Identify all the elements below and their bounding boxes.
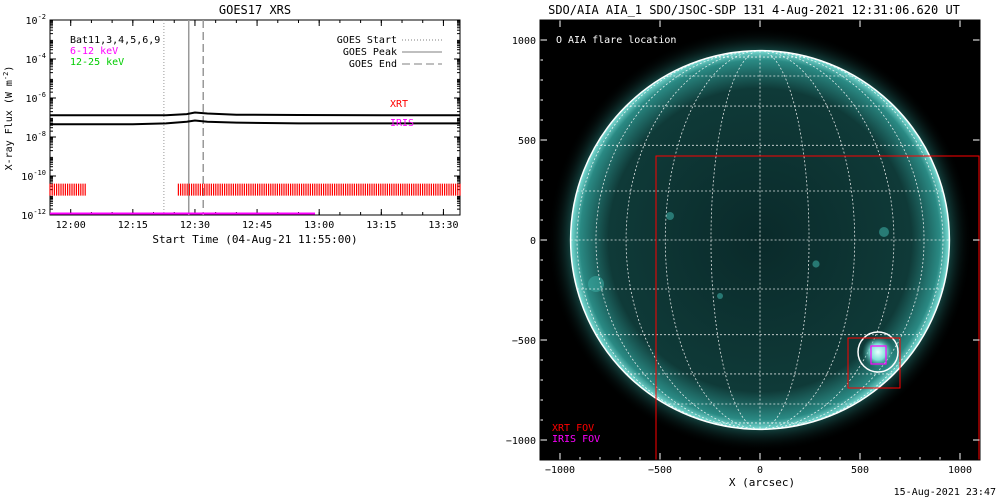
goes-x-tick-label: 12:15 [118,220,148,231]
aia-plot-content [547,27,980,460]
goes-x-tick-label: 13:00 [304,220,334,231]
goes-y-tick-label: 10-12 [21,208,46,222]
aia-bright-region [717,293,723,299]
goes-y-tick-label: 10-8 [26,130,46,144]
goes-y-tick-exponent: -4 [38,52,46,60]
goes-chart-title: GOES17 XRS [219,3,291,17]
goes-legend-right-item: GOES Peak [343,47,397,58]
aia-bright-region [879,227,889,237]
goes-x-tick-label: 12:30 [180,220,210,231]
aia-solar-disk [570,50,950,430]
goes-x-tick-label: 13:30 [428,220,458,231]
aia-longitude-line [576,50,761,430]
goes-series-long [50,111,460,117]
goes-x-tick-label: 12:45 [242,220,272,231]
aia-x-tick-label: 1000 [948,465,972,476]
aia-longitude-line [759,50,810,430]
goes-y-tick-exponent: -10 [33,169,46,177]
goes-y-axis-label-sup: -2 [2,72,10,80]
goes-legend-right-item: GOES Start [337,35,397,46]
aia-longitude-line [759,50,944,430]
goes-y-tick-label: 10-4 [26,52,46,66]
goes-y-tick-exponent: -8 [38,130,46,138]
aia-y-tick-label: 0 [530,236,536,247]
goes-instrument-label: IRIS [390,118,414,129]
goes-y-axis-label-close: ) [4,66,15,72]
goes-y-tick-exponent: -12 [33,208,46,216]
aia-longitude-line [625,50,761,430]
aia-longitude-line [664,50,761,430]
aia-xrt-fov-box [655,155,980,460]
aia-longitude-line [759,50,895,430]
goes-legend-left-item: Bat11,3,4,5,6,9 [70,35,160,46]
aia-iris-fov-label: IRIS FOV [552,434,600,445]
goes-x-tick-label: 12:00 [56,220,86,231]
goes-xrs-chart: GOES17 XRS 12:00 12:15 12:30 12:45 13:00 13:1… [2,3,461,246]
footer-timestamp: 15-Aug-2021 23:47 [893,487,996,498]
goes-y-tick-base: 10 [21,211,33,222]
goes-y-tick-exponent: -2 [38,13,46,21]
goes-x-tick-label: 13:15 [366,220,396,231]
aia-flare-circle [857,331,899,373]
aia-plot-frame [539,19,981,461]
aia-x-tick-label: −1000 [545,465,575,476]
aia-longitude-line [710,50,761,430]
aia-y-tick-label: −500 [512,336,536,347]
goes-y-tick-label: 10-6 [26,91,46,105]
aia-longitude-line [595,50,761,430]
aia-bright-region [666,212,674,220]
goes-instrument-label: XRT [390,99,408,110]
aia-x-tick-label: 0 [757,465,763,476]
aia-chart-title: SDO/AIA AIA_1 SDO/JSOC-SDP 131 4-Aug-202… [548,3,960,17]
goes-legend-left-item: 6-12 keV [70,46,118,57]
aia-bright-region [812,260,820,268]
goes-plot-content: 12:00 12:15 12:30 12:45 13:00 13:15 13:3010-12… [21,13,461,231]
goes-x-axis-label: Start Time (04-Aug-21 11:55:00) [152,233,357,246]
aia-x-tick-label: 500 [851,465,869,476]
aia-iris-fov-box [870,345,887,365]
aia-x-tick-label: −500 [648,465,672,476]
aia-plot-background [540,20,980,460]
goes-legend-left-item: 12-25 keV [70,57,124,68]
goes-y-tick-base: 10 [21,172,33,183]
goes-legend-right-item: GOES End [349,59,397,70]
goes-y-tick-base: 10 [26,133,38,144]
aia-solar-limb [569,49,951,431]
goes-y-tick-exponent: -6 [38,91,46,99]
aia-longitude-line [759,50,856,430]
aia-y-tick-label: 1000 [512,36,536,47]
aia-axes: −1000 −500 0 500 1000 −1000 −500 0 500 1000 [506,20,980,476]
aia-legend-flare-location: O AIA flare location [556,35,676,46]
aia-flare-glow [862,336,894,368]
goes-y-tick-label: 10-2 [26,13,46,27]
goes-series-short [50,119,460,126]
aia-xrt-small-fov-box [847,337,901,389]
goes-y-tick-base: 10 [26,55,38,66]
aia-longitude-line [759,50,925,430]
goes-y-axis-label: X-ray Flux (W m-2) [2,66,15,171]
aia-x-axis-label: X (arcsec) [729,476,795,489]
aia-y-tick-label: −1000 [506,436,536,447]
goes-y-tick-label: 10-10 [21,169,46,183]
aia-xrt-fov-label: XRT FOV [552,423,594,434]
aia-corona [547,27,973,453]
goes-y-tick-base: 10 [26,94,38,105]
aia-y-tick-label: 500 [518,136,536,147]
goes-y-axis-label-main: X-ray Flux (W m [4,80,15,170]
goes-plot-area [49,19,461,216]
aia-bright-region [588,276,604,292]
goes-y-tick-base: 10 [26,16,38,27]
